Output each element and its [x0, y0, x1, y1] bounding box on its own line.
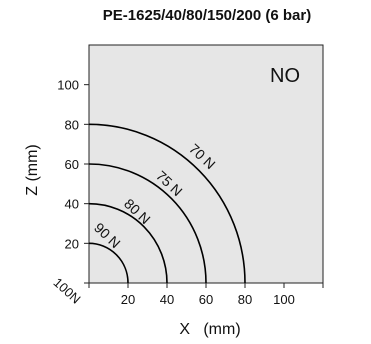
y-tick-label: 100 [57, 78, 79, 93]
chart-title: PE-1625/40/80/150/200 (6 bar) [103, 7, 311, 24]
y-tick-label: 20 [65, 236, 79, 251]
x-tick-label: 20 [121, 292, 135, 307]
curve-80-n [88, 202, 168, 284]
curve-75-n [88, 163, 207, 284]
y-tick-label: 40 [65, 197, 79, 212]
curve-90-n [88, 242, 129, 284]
x-tick-label: 60 [199, 292, 213, 307]
y-tick-label: 80 [65, 117, 79, 132]
x-tick-label: 80 [238, 292, 252, 307]
x-tick-label: 40 [160, 292, 174, 307]
plot-area [88, 44, 324, 284]
x-axis-ticks: 20 40 60 80 100 [88, 283, 324, 307]
curve-70-n [88, 123, 246, 284]
y-tick-label: 60 [65, 157, 79, 172]
y-axis-label: Z (mm) [24, 144, 41, 196]
x-axis-label: X (mm) [179, 321, 240, 338]
no-badge: NO [270, 65, 300, 87]
y-axis-ticks: 20 40 60 80 100 [57, 78, 89, 284]
corner-tick-label: 100N [50, 275, 83, 307]
x-tick-label: 100 [273, 292, 295, 307]
